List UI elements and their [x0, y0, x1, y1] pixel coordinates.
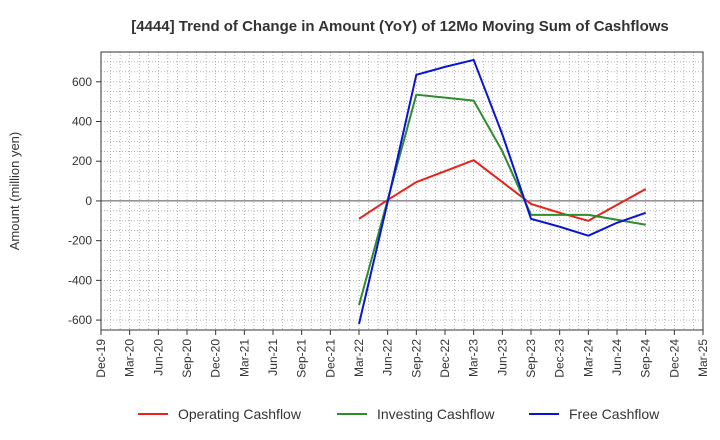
- x-tick-label: Dec-22: [438, 339, 452, 378]
- x-tick-label: Dec-20: [209, 339, 223, 378]
- x-tick-label: Jun-22: [381, 339, 395, 376]
- x-tick-label: Jun-21: [266, 339, 280, 376]
- y-tick-label: -600: [68, 313, 92, 327]
- x-tick-label: Mar-20: [123, 339, 137, 377]
- x-tick-label: Sep-24: [639, 339, 653, 378]
- x-tick-label: Mar-21: [237, 339, 251, 377]
- x-tick-label: Mar-24: [581, 339, 595, 377]
- operating-cashflow-legend-label: Operating Cashflow: [178, 406, 302, 422]
- x-tick-label: Mar-22: [352, 339, 366, 377]
- x-tick-label: Dec-24: [667, 339, 681, 378]
- y-tick-label: 600: [72, 75, 92, 89]
- x-tick-label: Jun-23: [495, 339, 509, 376]
- chart-title: [4444] Trend of Change in Amount (YoY) o…: [131, 18, 669, 35]
- x-tick-label: Dec-19: [94, 339, 108, 378]
- x-tick-label: Sep-22: [409, 339, 423, 378]
- x-tick-label: Sep-23: [524, 339, 538, 378]
- y-tick-label: 200: [72, 154, 92, 168]
- x-tick-label: Jun-20: [151, 339, 165, 376]
- y-tick-labels: -600 -400 -200 0 200 400 600: [68, 75, 92, 327]
- x-tick-label: Dec-23: [553, 339, 567, 378]
- axes: [96, 51, 704, 335]
- investing-cashflow-line: [358, 93, 646, 306]
- plot-frame: [100, 51, 704, 331]
- x-tick-label: Sep-20: [180, 339, 194, 378]
- x-tick-label: Mar-25: [696, 339, 710, 377]
- y-tick-label: 400: [72, 115, 92, 129]
- x-tick-label: Jun-24: [610, 339, 624, 376]
- free-cashflow-legend-label: Free Cashflow: [569, 406, 660, 422]
- legend: Operating Cashflow Investing Cashflow Free…: [138, 406, 660, 422]
- y-tick-label: -400: [68, 273, 92, 287]
- series-lines: [358, 58, 647, 325]
- grid: [101, 51, 703, 331]
- y-tick-label: 0: [85, 194, 92, 208]
- y-axis-label: Amount (million yen): [7, 132, 22, 251]
- y-tick-label: -200: [68, 234, 92, 248]
- x-tick-label: Mar-23: [467, 339, 481, 377]
- x-tick-label: Dec-21: [323, 339, 337, 378]
- x-tick-labels: Dec-19 Mar-20 Jun-20 Sep-20 Dec-20 Mar-21 Jun-…: [94, 339, 710, 378]
- free-cashflow-line: [358, 58, 646, 325]
- investing-cashflow-legend-label: Investing Cashflow: [377, 406, 495, 422]
- x-tick-label: Sep-21: [295, 339, 309, 378]
